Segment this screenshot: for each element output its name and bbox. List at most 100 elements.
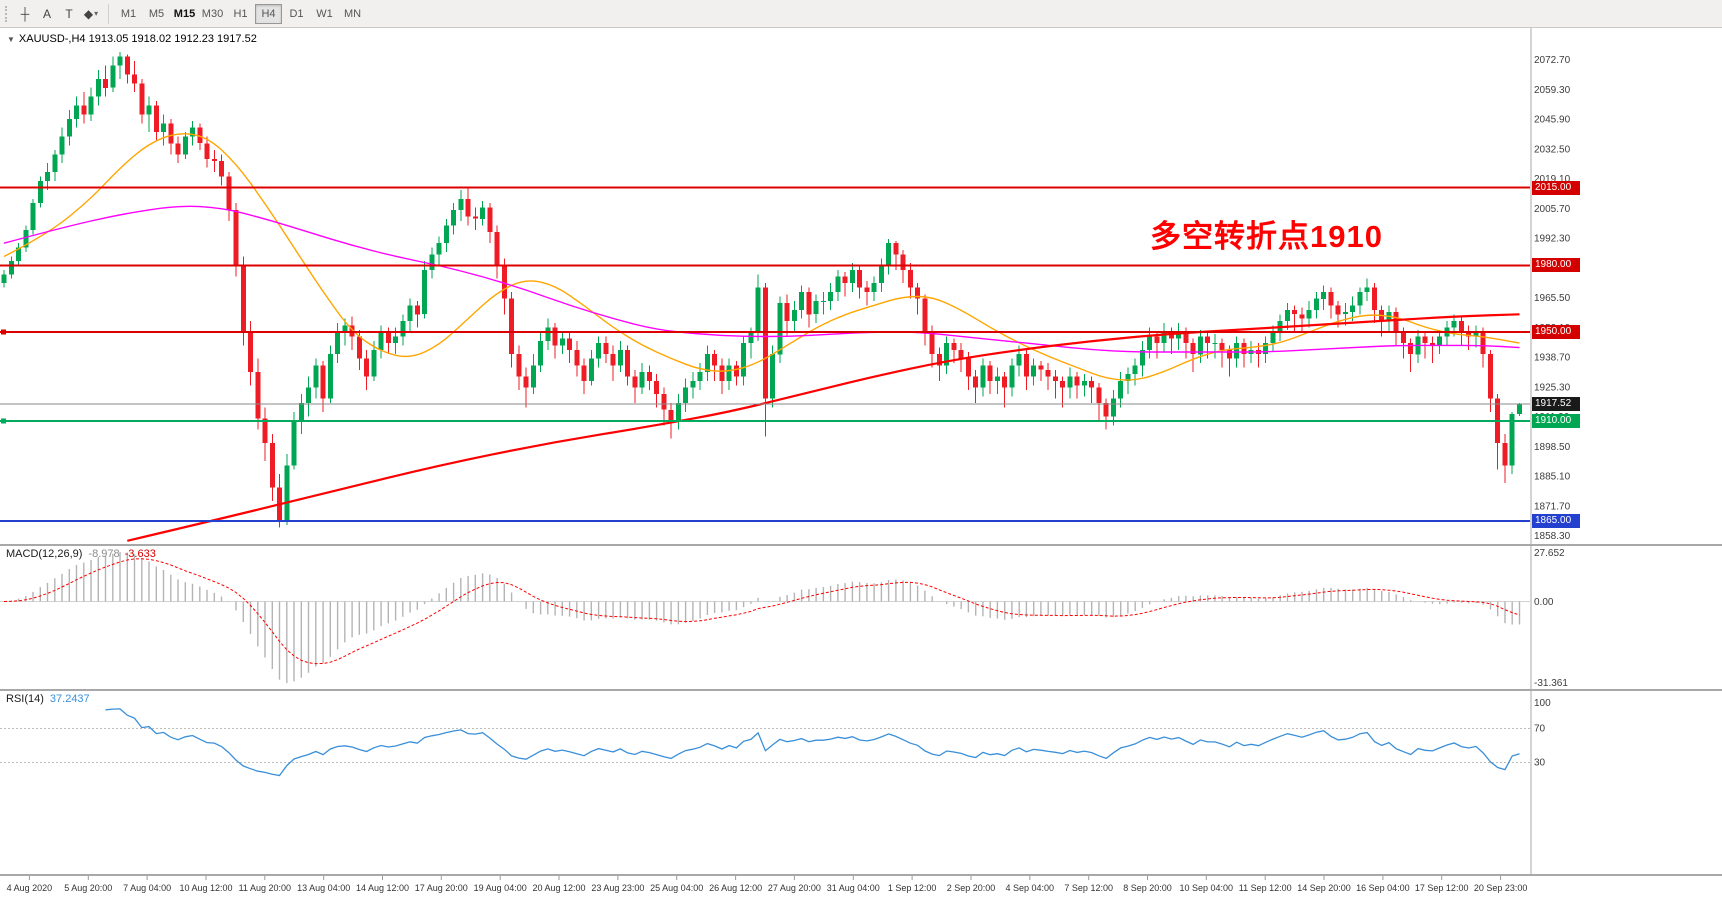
timeframe-M15[interactable]: M15 bbox=[173, 7, 196, 20]
candle-body bbox=[1437, 336, 1443, 346]
timeframe-MN[interactable]: MN bbox=[343, 7, 362, 20]
candle-body bbox=[66, 118, 72, 137]
candle-body bbox=[806, 292, 812, 315]
candle-body bbox=[124, 56, 130, 75]
candle-body bbox=[472, 216, 478, 219]
candle-body bbox=[182, 136, 188, 155]
price-scale-label: 1858.30 bbox=[1534, 531, 1571, 542]
candle-body bbox=[603, 343, 609, 355]
timeframe-M1[interactable]: M1 bbox=[120, 7, 137, 20]
price-scale-label: 1898.50 bbox=[1534, 442, 1571, 453]
candle-body bbox=[1328, 292, 1334, 306]
text-box-tool-icon[interactable]: T bbox=[65, 6, 73, 21]
candle-body bbox=[719, 365, 725, 381]
candle-body bbox=[907, 269, 913, 288]
candle-body bbox=[327, 354, 333, 399]
candle-body bbox=[1139, 349, 1145, 366]
candle-body bbox=[646, 372, 652, 381]
candle-body bbox=[1451, 320, 1457, 328]
toolbar-grip[interactable] bbox=[5, 5, 9, 22]
candle-body bbox=[1183, 332, 1189, 344]
candle-body bbox=[1074, 376, 1080, 386]
candle-body bbox=[596, 343, 602, 359]
candle-body bbox=[1197, 336, 1203, 355]
candle-body bbox=[37, 181, 43, 204]
candle-body bbox=[1060, 380, 1066, 388]
candle-body bbox=[1350, 305, 1356, 313]
candle-body bbox=[1103, 403, 1109, 417]
candle-body bbox=[161, 123, 166, 133]
candle-body bbox=[1357, 292, 1363, 306]
time-axis-label: 16 Sep 04:00 bbox=[1356, 883, 1410, 893]
sma-fast-orange bbox=[3, 133, 1520, 381]
candle-body bbox=[523, 376, 529, 388]
candle-body bbox=[1372, 287, 1377, 310]
candle-body bbox=[741, 343, 747, 377]
candle-body bbox=[248, 332, 253, 372]
candle-body bbox=[712, 354, 718, 366]
candle-body bbox=[16, 247, 21, 261]
candle-body bbox=[813, 300, 819, 315]
candle-body bbox=[951, 343, 957, 350]
candle-body bbox=[1408, 343, 1414, 355]
candle-body bbox=[574, 349, 580, 366]
candle-body bbox=[936, 354, 942, 366]
candle-body bbox=[436, 243, 442, 255]
candle-body bbox=[559, 338, 565, 346]
hline-handle[interactable] bbox=[1, 329, 6, 335]
candle-body bbox=[407, 305, 413, 321]
price-scale[interactable]: 2072.70 2059.30 2045.90 2032.50 2019.10 2005.… bbox=[1534, 55, 1571, 542]
candle-body bbox=[1466, 332, 1472, 337]
timeframe-M5[interactable]: M5 bbox=[148, 7, 165, 20]
symbol-ohlc-text: XAUUSD-,H4 1913.05 1918.02 1912.23 1917.… bbox=[18, 33, 257, 45]
candle-body bbox=[371, 349, 377, 377]
symbol-dropdown-icon[interactable]: ▼ bbox=[7, 35, 15, 44]
crosshair-tool-icon[interactable]: ┼ bbox=[20, 6, 30, 21]
candle-body bbox=[704, 354, 710, 372]
candle-body bbox=[378, 332, 384, 350]
candle-body bbox=[1052, 376, 1058, 381]
candle-body bbox=[269, 443, 275, 488]
time-axis-label: 11 Aug 20:00 bbox=[239, 883, 291, 893]
candle-body bbox=[1118, 380, 1124, 399]
candle-body bbox=[480, 207, 486, 219]
sma-mid-magenta bbox=[3, 205, 1520, 353]
candle-body bbox=[1190, 343, 1196, 355]
candle-body bbox=[400, 320, 406, 337]
text-label-tool-icon[interactable]: A bbox=[42, 6, 51, 21]
time-axis-label: 2 Sep 20:00 bbox=[947, 883, 996, 893]
time-axis-label: 17 Aug 20:00 bbox=[415, 883, 468, 893]
candle-body bbox=[1154, 336, 1160, 344]
candle-body bbox=[385, 332, 391, 344]
hline-handle[interactable] bbox=[1, 418, 6, 424]
candle-body bbox=[1234, 343, 1240, 359]
candle-body bbox=[973, 376, 979, 388]
timeframe-H4[interactable]: H4 bbox=[255, 3, 282, 24]
candle-body bbox=[393, 336, 399, 344]
timeframe-H1[interactable]: H1 bbox=[233, 7, 248, 20]
candle-body bbox=[762, 287, 768, 399]
timeframe-W1[interactable]: W1 bbox=[316, 7, 333, 20]
price-scale-label: 1925.30 bbox=[1534, 382, 1571, 393]
candle-body bbox=[567, 338, 573, 350]
timeframe-M30[interactable]: M30 bbox=[201, 7, 224, 20]
candle-body bbox=[1488, 354, 1493, 399]
candle-body bbox=[1270, 332, 1276, 344]
price-badge-1910.00: 1910.00 bbox=[1532, 414, 1580, 428]
timeframe-D1[interactable]: D1 bbox=[289, 7, 304, 20]
time-axis-label: 17 Sep 12:00 bbox=[1415, 883, 1469, 893]
candle-body bbox=[197, 127, 203, 144]
candle-body bbox=[1517, 404, 1522, 415]
chart-annotation-text[interactable]: 多空转折点1910 bbox=[1150, 219, 1383, 254]
candle-body bbox=[1335, 305, 1341, 315]
rsi-line bbox=[105, 708, 1520, 777]
shapes-tool-icon[interactable]: ◆ ▾ bbox=[83, 6, 99, 21]
candle-body bbox=[552, 327, 558, 346]
candle-body bbox=[509, 298, 515, 355]
candle-body bbox=[306, 387, 311, 403]
candle-body bbox=[516, 354, 522, 377]
candle-body bbox=[1176, 332, 1182, 339]
candle-body bbox=[828, 292, 834, 301]
candle-body bbox=[1016, 354, 1022, 366]
